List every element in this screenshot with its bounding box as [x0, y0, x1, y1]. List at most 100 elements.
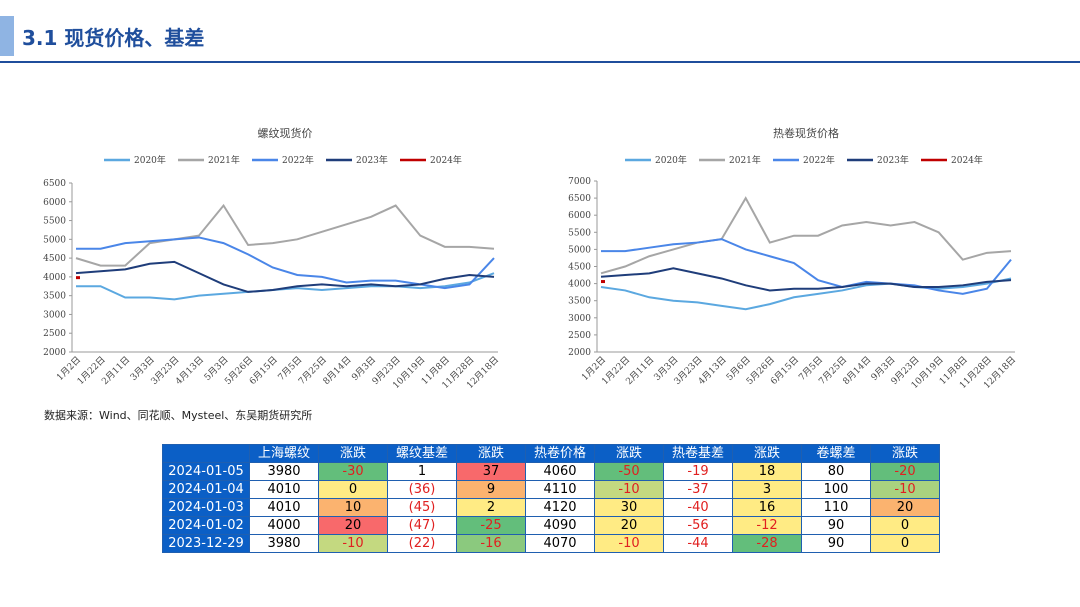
- table-cell: 20: [318, 516, 388, 535]
- table-cell: 0: [870, 534, 940, 553]
- table-cell: 2: [456, 498, 526, 517]
- legend-label: 2020年: [655, 154, 687, 166]
- series-line: [75, 203, 495, 267]
- table-cell: -20: [870, 462, 940, 481]
- row-header: 2024-01-03: [162, 498, 250, 517]
- table-row: 2023-12-29 3980 -10 (22) -16 4070 -10 -44 -28 90 0: [162, 534, 940, 553]
- y-tick-label: 5500: [43, 217, 66, 227]
- row-header: 2024-01-04: [162, 480, 250, 499]
- table-cell: -37: [663, 480, 733, 499]
- legend-label: 2020年: [134, 154, 166, 166]
- table-cell: 4120: [525, 498, 595, 517]
- y-tick-label: 4500: [568, 263, 591, 273]
- header-cell: 热卷基差: [663, 444, 733, 463]
- table-cell: 3980: [249, 462, 319, 481]
- table-cell: 80: [801, 462, 871, 481]
- header-cell: 上海螺纹: [249, 444, 319, 463]
- table-cell: -30: [318, 462, 388, 481]
- legend-label: 2022年: [803, 154, 835, 166]
- table-cell: 1: [387, 462, 457, 481]
- table-row: 2024-01-02 4000 20 (47) -25 4090 20 -56 -12 90 0: [162, 516, 940, 535]
- table-cell: (45): [387, 498, 457, 517]
- table-cell: 4060: [525, 462, 595, 481]
- table-cell: 3980: [249, 534, 319, 553]
- legend-label: 2024年: [951, 154, 983, 166]
- legend-label: 2023年: [356, 154, 388, 166]
- table-cell: 4070: [525, 534, 595, 553]
- table-cell: 4110: [525, 480, 595, 499]
- table-cell: (36): [387, 480, 457, 499]
- chart-title: 螺纹现货价: [258, 126, 313, 140]
- table-cell: -16: [456, 534, 526, 553]
- table-cell: 16: [732, 498, 802, 517]
- header-cell: 涨跌: [318, 444, 388, 463]
- y-tick-label: 4000: [568, 280, 591, 290]
- table-cell: -19: [663, 462, 733, 481]
- y-tick-label: 3500: [568, 297, 591, 307]
- page-title: 3.1 现货价格、基差: [22, 26, 205, 50]
- table-cell: -10: [318, 534, 388, 553]
- y-tick-label: 6500: [43, 179, 66, 189]
- legend-label: 2022年: [282, 154, 314, 166]
- legend-label: 2023年: [877, 154, 909, 166]
- table-cell: 90: [801, 516, 871, 535]
- table-cell: 3: [732, 480, 802, 499]
- price-table: 上海螺纹 涨跌 螺纹基差 涨跌 热卷价格 涨跌 热卷基差 涨跌 卷螺差 涨跌 2024-01-05 3…: [162, 444, 940, 553]
- y-tick-label: 5000: [568, 245, 591, 255]
- y-tick-label: 7000: [568, 177, 591, 187]
- table-cell: -10: [594, 480, 664, 499]
- table-cell: (22): [387, 534, 457, 553]
- header-cell: 螺纹基差: [387, 444, 457, 463]
- chart-title: 热卷现货价格: [773, 126, 839, 140]
- table-cell: 18: [732, 462, 802, 481]
- header-cell: 卷螺差: [801, 444, 871, 463]
- header-cell: 涨跌: [456, 444, 526, 463]
- table-row: 2024-01-04 4010 0 (36) 9 4110 -10 -37 3 100 -10: [162, 480, 940, 499]
- y-tick-label: 4000: [43, 273, 66, 283]
- row-header: 2024-01-05: [162, 462, 250, 481]
- table-cell: 90: [801, 534, 871, 553]
- table-cell: -10: [870, 480, 940, 499]
- table-cell: 4000: [249, 516, 319, 535]
- table-cell: 110: [801, 498, 871, 517]
- table-cell: -12: [732, 516, 802, 535]
- table-cell: -10: [594, 534, 664, 553]
- y-tick-label: 5500: [568, 228, 591, 238]
- table-row: 2024-01-05 3980 -30 1 37 4060 -50 -19 18 80 -20: [162, 462, 940, 481]
- series-line: [75, 260, 495, 293]
- series-line: [601, 238, 1012, 295]
- header-cell: [162, 444, 250, 463]
- y-tick-label: 2000: [43, 348, 66, 358]
- row-header: 2024-01-02: [162, 516, 250, 535]
- table-cell: 10: [318, 498, 388, 517]
- row-header: 2023-12-29: [162, 534, 250, 553]
- series-line: [600, 267, 1012, 292]
- y-tick-label: 3000: [568, 314, 591, 324]
- y-tick-label: 3000: [43, 310, 66, 320]
- y-tick-label: 2000: [568, 348, 591, 358]
- table-cell: 4010: [249, 480, 319, 499]
- header-cell: 涨跌: [594, 444, 664, 463]
- legend-label: 2021年: [208, 154, 240, 166]
- header-row: 上海螺纹 涨跌 螺纹基差 涨跌 热卷价格 涨跌 热卷基差 涨跌 卷螺差 涨跌: [162, 444, 940, 463]
- table-cell: -40: [663, 498, 733, 517]
- table-cell: 20: [870, 498, 940, 517]
- table-cell: 20: [594, 516, 664, 535]
- table-cell: 37: [456, 462, 526, 481]
- y-tick-label: 5000: [43, 235, 66, 245]
- series-line: [600, 277, 1012, 311]
- table-cell: -28: [732, 534, 802, 553]
- table-cell: 0: [318, 480, 388, 499]
- y-tick-label: 2500: [568, 331, 591, 341]
- header-cell: 涨跌: [870, 444, 940, 463]
- y-tick-label: 3500: [43, 292, 66, 302]
- header-cell: 涨跌: [732, 444, 802, 463]
- table-cell: -25: [456, 516, 526, 535]
- y-tick-label: 6000: [568, 211, 591, 221]
- series-line: [76, 236, 495, 290]
- table-cell: 4090: [525, 516, 595, 535]
- table-cell: 100: [801, 480, 871, 499]
- y-tick-label: 2500: [43, 329, 66, 339]
